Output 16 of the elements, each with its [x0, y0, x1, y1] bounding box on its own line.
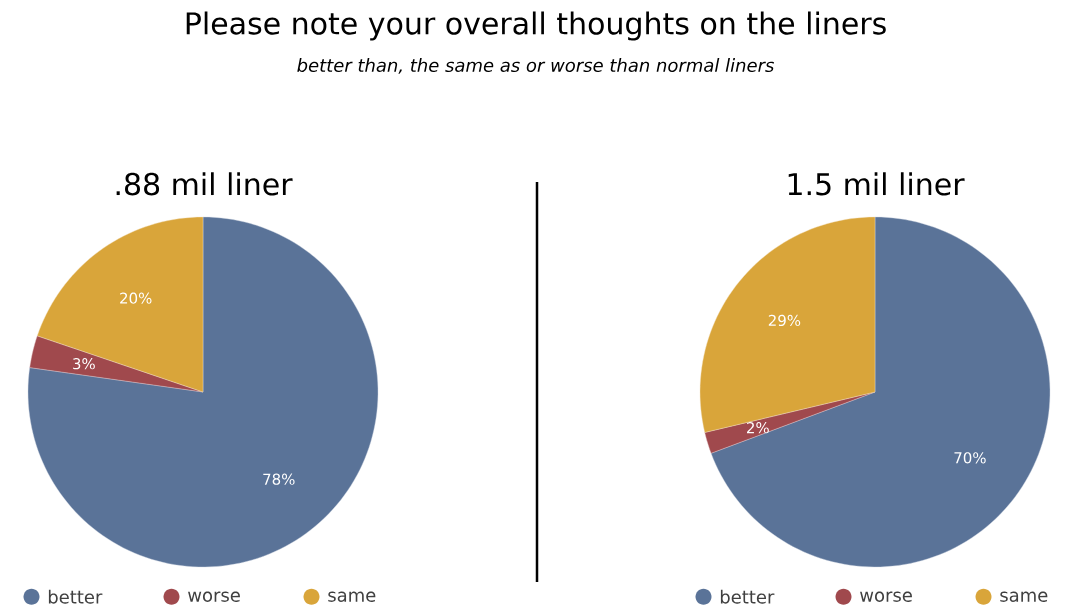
legend-label: better — [48, 589, 103, 604]
text: Please note your overall thoughts on the liners — [186, 11, 886, 41]
legend-label: worse — [188, 591, 240, 602]
legend-label: worse — [860, 591, 912, 602]
legend-label: same — [1000, 591, 1048, 602]
chart-title: 1.5 mil liner — [788, 172, 965, 196]
data-label: 3% — [73, 358, 95, 370]
data-label: 29% — [768, 314, 801, 327]
data-label: 78% — [263, 473, 295, 485]
data-label: 20% — [120, 292, 152, 304]
legend-label: better — [720, 589, 775, 604]
text: better than, the same as or worse than normal liners — [297, 58, 774, 74]
data-label: 70% — [954, 452, 986, 464]
chart-title: .88 mil liner — [116, 172, 293, 196]
data-label: 2% — [747, 422, 769, 434]
legend-label: same — [328, 591, 376, 602]
